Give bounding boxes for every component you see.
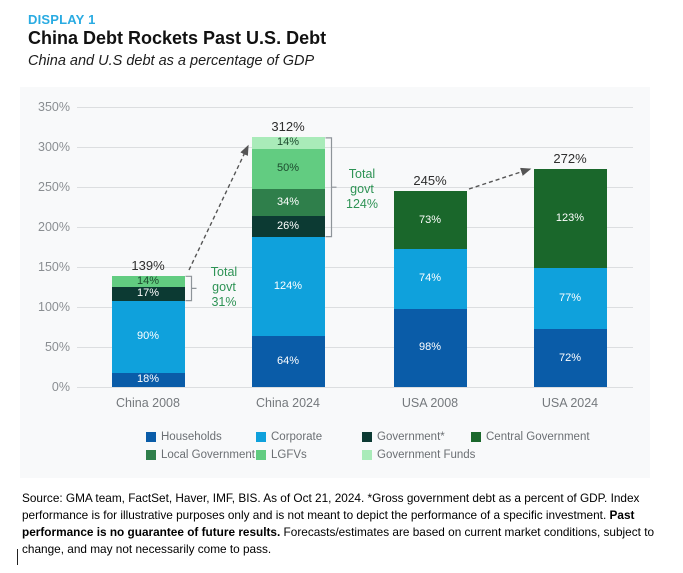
x-axis-category-label: USA 2024 (541, 396, 599, 410)
segment-value-label: 14% (276, 136, 300, 149)
bar-segment-lgfvs: 50% (251, 148, 325, 189)
legend-item-government-: Government* (362, 431, 445, 443)
source-disclaimer-text[interactable]: Source: GMA team, FactSet, Haver, IMF, B… (22, 490, 667, 558)
legend-swatch-icon (471, 432, 481, 442)
legend-label: Local Government (161, 448, 255, 461)
segment-value-label: 73% (418, 213, 442, 226)
display-label: DISPLAY 1 (28, 12, 96, 27)
bar-segment-government-funds: 14% (251, 136, 325, 149)
bar-segment-local-government: 34% (251, 188, 325, 216)
segment-value-label: 34% (276, 195, 300, 208)
y-axis-tick-label: 300% (38, 140, 70, 154)
x-axis-category-label: China 2024 (256, 396, 320, 410)
gridline (77, 187, 633, 188)
legend-swatch-icon (256, 449, 266, 460)
bar-segment-central-government: 73% (393, 191, 467, 250)
legend-item-corporate: Corporate (256, 431, 322, 443)
bar-total-label: 312% (271, 119, 305, 135)
legend-label: Corporate (271, 431, 323, 443)
text-cursor[interactable] (17, 549, 18, 565)
bold-disclaimer: Past performance is no guarantee of futu… (22, 508, 635, 539)
y-axis-tick-label: 350% (38, 100, 70, 114)
legend-swatch-icon (146, 449, 156, 460)
bar-total-label: 272% (553, 151, 587, 167)
bracket-china-2008 (185, 275, 197, 302)
chart-panel: 0% 50% 100% 150% 200% 250% 300% 350% 18% 90% 17% 1… (20, 87, 650, 478)
y-axis-tick-label: 50% (44, 340, 70, 354)
y-axis-tick-label: 200% (38, 220, 70, 234)
chart-title: China Debt Rockets Past U.S. Debt (28, 28, 327, 48)
segment-value-label: 90% (136, 330, 160, 343)
bar-segment-corporate: 90% (111, 300, 185, 373)
annotation-total-govt-china-2024: Total govt 124% (346, 167, 378, 211)
legend-label: LGFVs (271, 448, 307, 461)
legend-item-lgfvs: LGFVs (256, 449, 307, 461)
segment-value-label: 50% (276, 162, 300, 175)
legend-swatch-icon (362, 432, 372, 442)
segment-value-label: 18% (136, 373, 160, 386)
bar-segment-households: 98% (393, 308, 467, 387)
y-axis-tick-label: 250% (38, 180, 70, 194)
bar-segment-households: 18% (111, 372, 185, 387)
x-axis-category-label: USA 2008 (401, 396, 459, 410)
legend-swatch-icon (146, 432, 156, 442)
annotation-total-govt-china-2008: Total govt 31% (210, 265, 238, 309)
bar-total-label: 245% (413, 173, 447, 188)
segment-value-label: 123% (555, 212, 585, 225)
legend-item-local-government: Local Government (146, 449, 255, 461)
segment-value-label: 74% (418, 272, 442, 285)
segment-value-label: 77% (558, 292, 582, 305)
legend-item-government-funds: Government Funds (362, 449, 475, 461)
bar-segment-central-government: 123% (533, 169, 607, 268)
legend-swatch-icon (256, 432, 266, 442)
growth-arrow-usa (468, 167, 532, 190)
bar-segment-corporate: 74% (393, 249, 467, 309)
y-axis-tick-label: 100% (38, 300, 70, 314)
after-text: Forecasts/estimates are based on current… (22, 525, 655, 556)
bar-segment-households: 72% (533, 329, 607, 387)
bar-segment-corporate: 77% (533, 267, 607, 330)
bar-segment-government-: 26% (251, 215, 325, 237)
gridline (77, 347, 633, 348)
bar-total-label: 139% (131, 257, 165, 273)
gridline (77, 267, 633, 268)
legend-item-households: Households (146, 431, 222, 443)
segment-value-label: 124% (273, 279, 303, 292)
legend-item-central-government: Central Government (471, 431, 590, 443)
segment-value-label: 64% (276, 354, 300, 367)
segment-value-label: 72% (558, 351, 582, 364)
bar-segment-corporate: 124% (251, 236, 325, 336)
gridline (77, 147, 633, 148)
legend-label: Households (161, 431, 222, 443)
chart-subtitle: China and U.S debt as a percentage of GD… (28, 53, 315, 69)
gridline (77, 107, 633, 108)
source-text: Source: GMA team, FactSet, Haver, IMF, B… (22, 491, 640, 522)
segment-value-label: 14% (136, 274, 160, 287)
legend-label: Government Funds (377, 448, 476, 461)
gridline (77, 387, 633, 388)
legend-label: Central Government (486, 431, 590, 443)
segment-value-label: 26% (276, 219, 300, 232)
bar-segment-households: 64% (251, 335, 325, 387)
bar-segment-lgfvs: 14% (111, 274, 185, 287)
legend-label: Government* (377, 431, 445, 443)
legend-swatch-icon (362, 449, 372, 460)
y-axis-tick-label: 150% (38, 260, 70, 274)
segment-value-label: 17% (136, 287, 160, 300)
bar-segment-government-: 17% (111, 287, 185, 301)
gridline (77, 227, 633, 228)
gridline (77, 307, 633, 308)
x-axis-category-label: China 2008 (116, 396, 180, 410)
segment-value-label: 98% (418, 341, 442, 354)
growth-arrow-china (188, 144, 249, 271)
y-axis-tick-label: 0% (51, 380, 70, 394)
